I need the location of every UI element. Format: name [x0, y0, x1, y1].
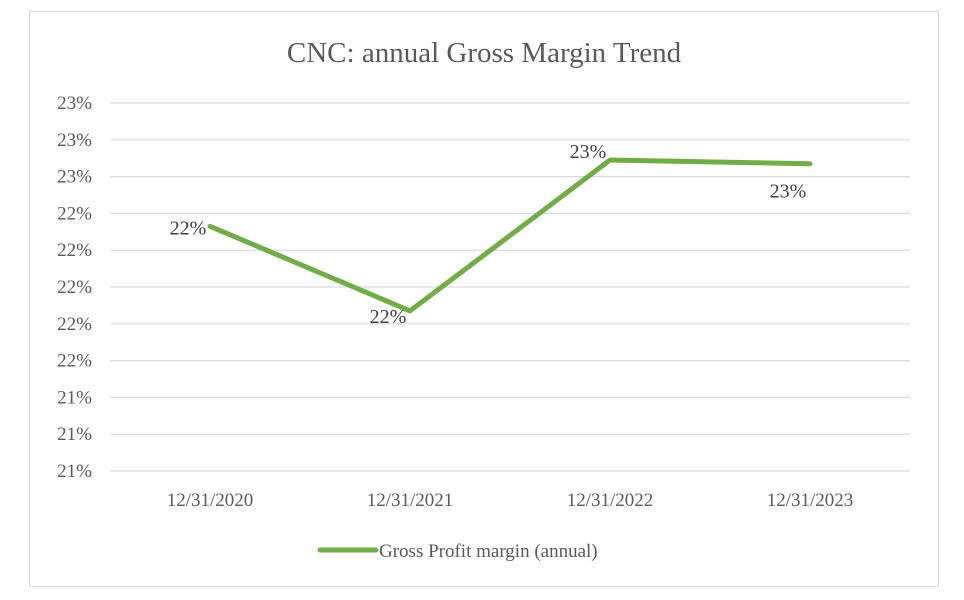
data-labels: 22% 22% 23% 23%	[170, 141, 807, 328]
gridlines	[110, 102, 910, 472]
chart-frame	[29, 11, 939, 587]
series-line	[207, 157, 813, 314]
y-axis-tick-labels: 21% 21% 21% 22% 22% 22% 22% 22% 23% 23% 23%	[57, 93, 92, 482]
legend: Gross Profit margin (annual)	[317, 541, 598, 562]
series-layer	[207, 157, 813, 314]
x-tick-label: 12/31/2022	[567, 490, 654, 511]
y-tick-label: 21%	[57, 387, 92, 408]
legend-label: Gross Profit margin (annual)	[379, 541, 598, 562]
y-tick-label: 21%	[57, 461, 92, 482]
y-tick-label: 23%	[57, 130, 92, 151]
y-tick-label: 22%	[57, 203, 92, 224]
x-tick-label: 12/31/2021	[367, 490, 454, 511]
data-label: 22%	[370, 306, 407, 328]
x-tick-label: 12/31/2020	[167, 490, 254, 511]
x-tick-label: 12/31/2023	[767, 490, 854, 511]
y-tick-label: 21%	[57, 424, 92, 445]
data-label: 23%	[570, 141, 607, 163]
data-label: 22%	[170, 217, 207, 239]
y-tick-label: 22%	[57, 277, 92, 298]
y-tick-label: 22%	[57, 351, 92, 372]
y-tick-label: 22%	[57, 314, 92, 335]
x-axis-tick-labels: 12/31/2020 12/31/2021 12/31/2022 12/31/2023	[167, 490, 854, 511]
chart-title: CNC: annual Gross Margin Trend	[287, 37, 682, 69]
y-tick-label: 22%	[57, 240, 92, 261]
y-tick-label: 23%	[57, 167, 92, 188]
data-label: 23%	[770, 181, 807, 203]
y-tick-label: 23%	[57, 93, 92, 114]
